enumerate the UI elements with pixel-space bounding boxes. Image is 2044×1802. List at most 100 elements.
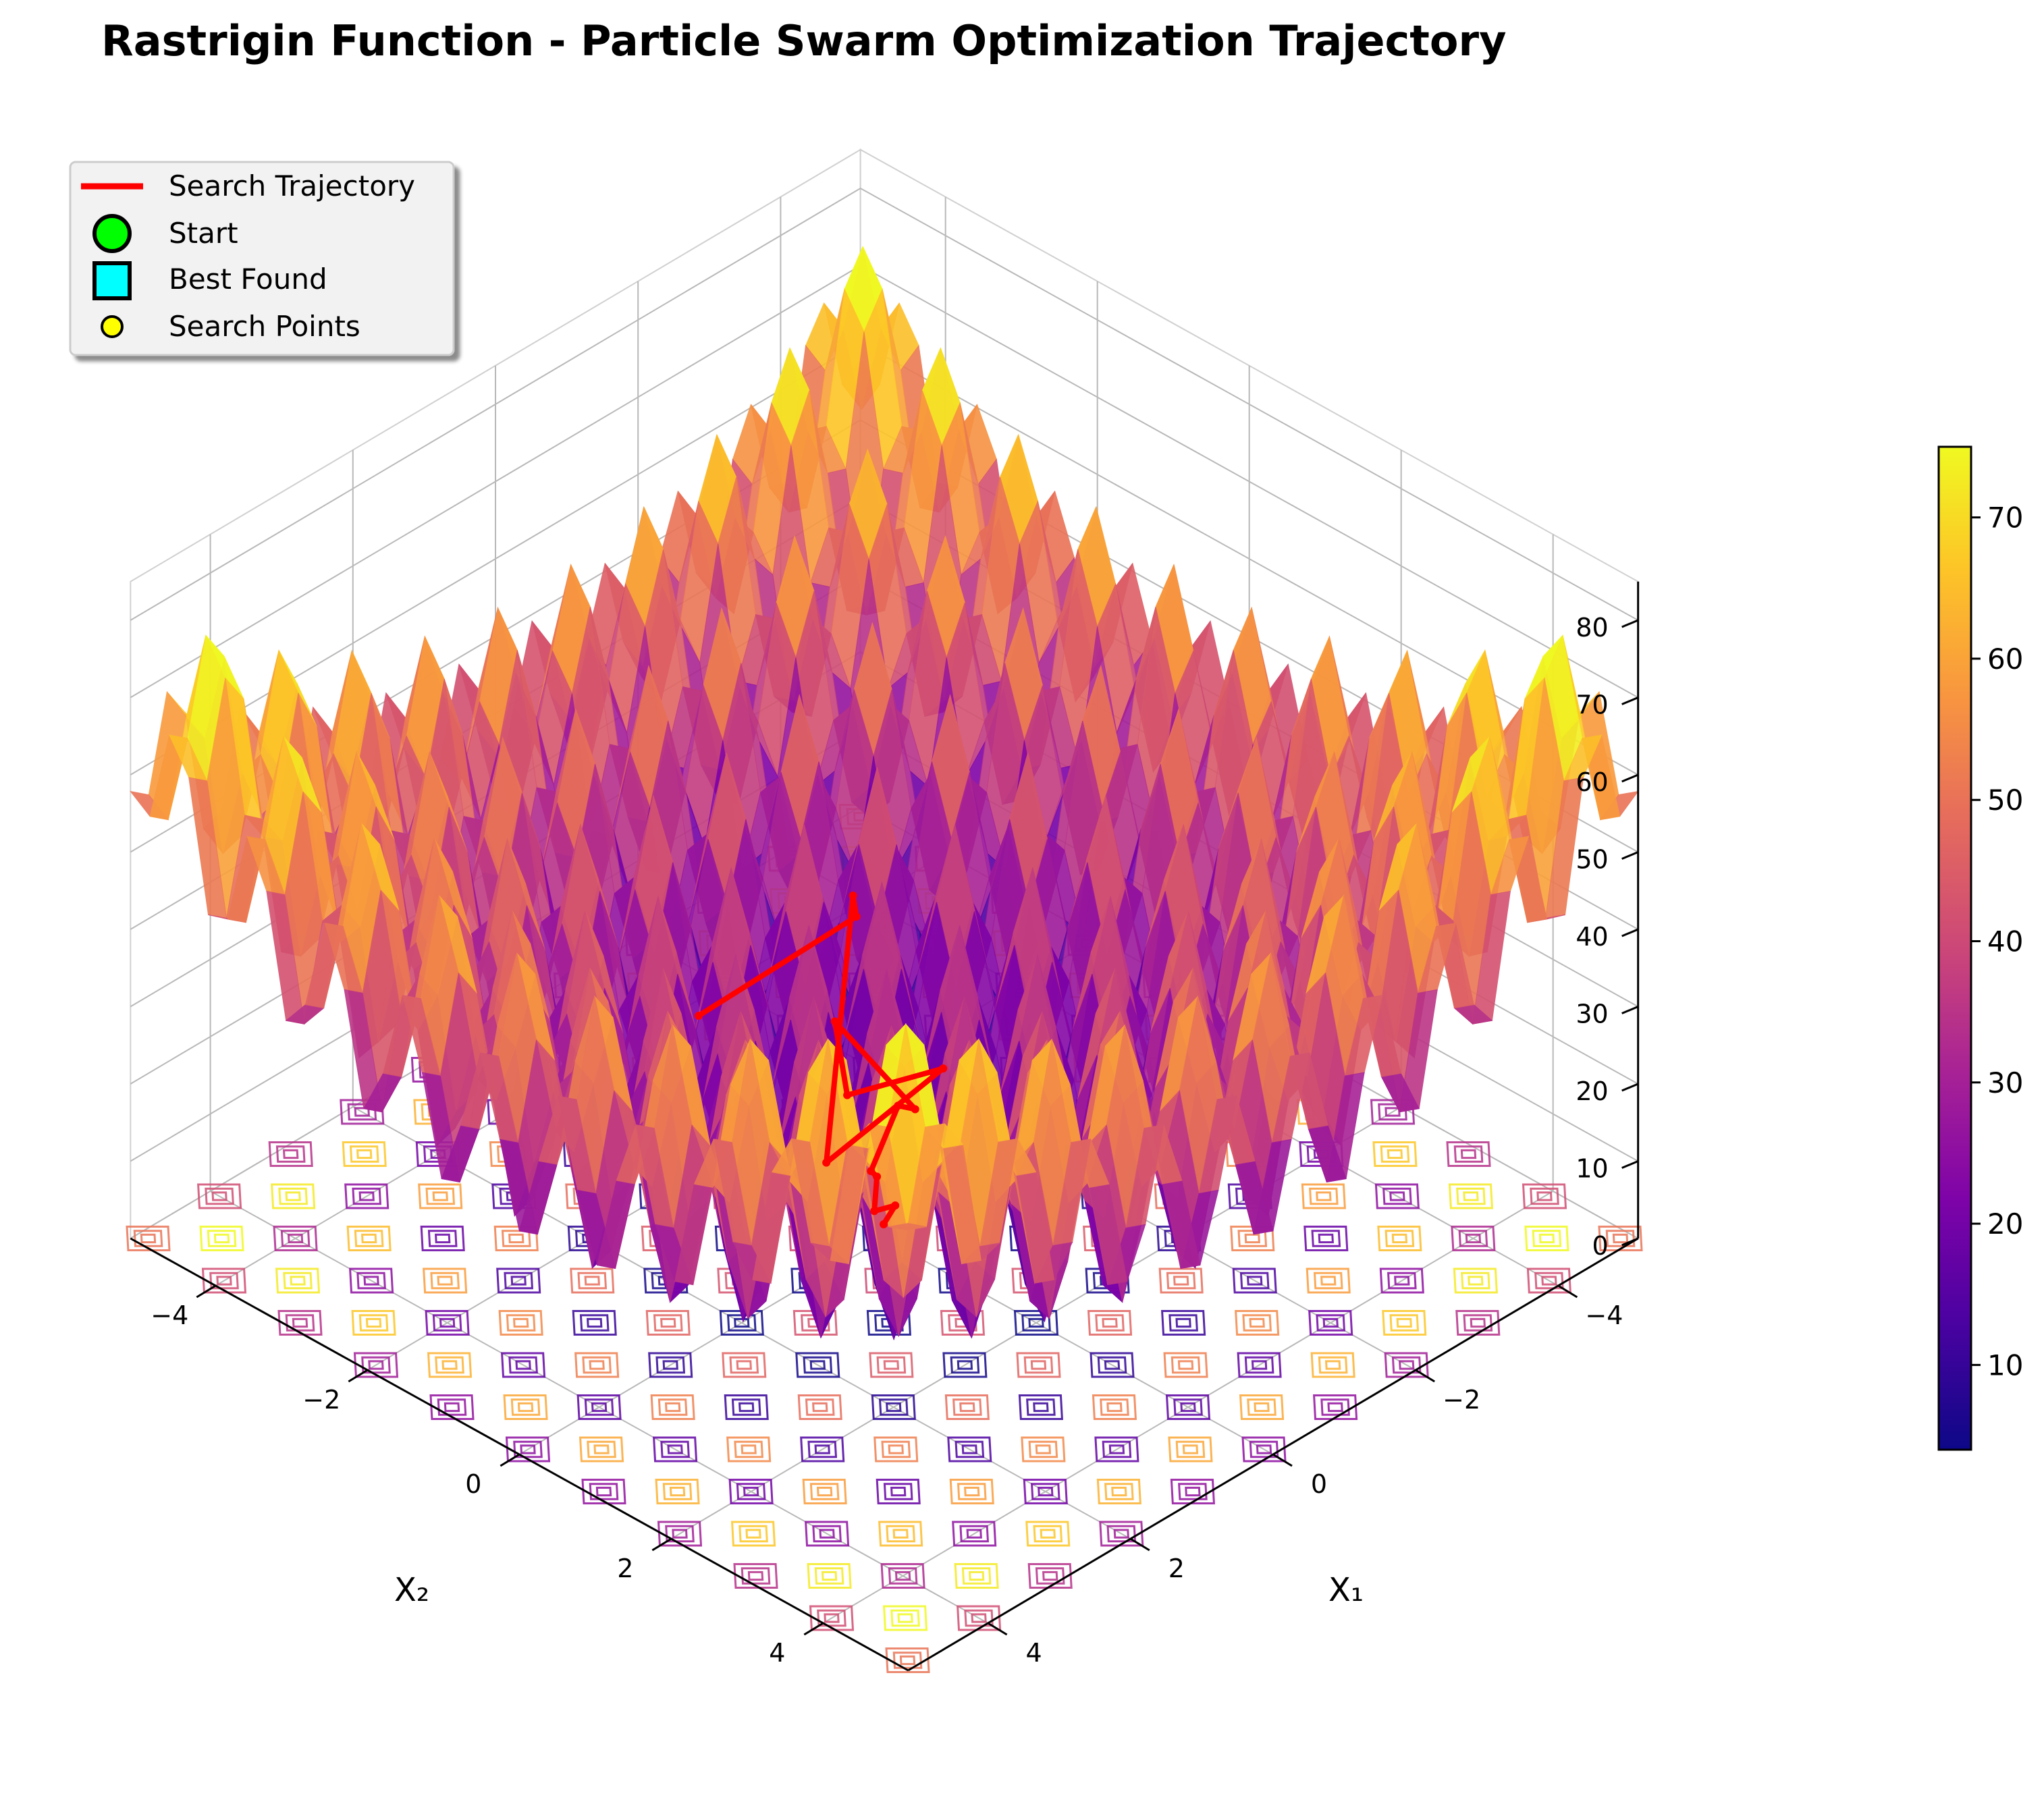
z-tick-mark [1621, 928, 1639, 937]
contour-ring [1446, 1141, 1491, 1167]
contour-ring [741, 1567, 771, 1585]
z-tick-label: 70 [1576, 690, 1608, 720]
contour-ring [439, 1317, 456, 1328]
contour-ring [1104, 1483, 1134, 1500]
contour-ring [738, 1525, 768, 1543]
contour-ring [1239, 1272, 1270, 1290]
legend-label-points: Search Points [169, 310, 360, 343]
contour-ring [968, 1571, 985, 1581]
contour-ring [346, 1226, 392, 1251]
contour-ring [665, 1525, 695, 1543]
contour-ring [667, 1444, 683, 1454]
contour-ring [1028, 1317, 1044, 1328]
contour-ring [1100, 1398, 1129, 1416]
contour-ring [821, 1571, 838, 1581]
contour-ring [1389, 1191, 1405, 1201]
surface-plot [130, 246, 1639, 1341]
colorbar-tick-label: 50 [1987, 784, 2023, 817]
contour-ring [418, 1183, 463, 1209]
z-tick-mark [1621, 697, 1639, 705]
search-trajectory [694, 892, 948, 1228]
x-tick-label: −4 [1585, 1301, 1623, 1330]
contour-ring [738, 1402, 755, 1413]
z-tick-label: 30 [1576, 1000, 1608, 1029]
contour-ring [1384, 1352, 1429, 1378]
contour-ring [579, 1314, 610, 1332]
contour-ring [1175, 1440, 1206, 1458]
search-point [880, 1220, 888, 1228]
contour-ring [140, 1233, 157, 1244]
contour-ring [277, 1310, 323, 1336]
contour-ring [1090, 1352, 1135, 1378]
contour-ring [812, 1525, 842, 1543]
grid-line [352, 1106, 1131, 1539]
contour-ring [1035, 1444, 1052, 1454]
contour-ring [817, 1609, 846, 1627]
contour-ring [1095, 1314, 1125, 1332]
contour-ring [1235, 1310, 1280, 1336]
contour-ring [589, 1483, 619, 1500]
z-tick-label: 20 [1576, 1076, 1608, 1106]
x-tick-mark [987, 1622, 1008, 1636]
contour-ring [280, 1230, 311, 1247]
contour-ring [1320, 1276, 1337, 1286]
contour-ring [1025, 1521, 1071, 1547]
contour-ring [966, 1529, 982, 1539]
contour-ring [724, 1394, 769, 1420]
contour-ring [1310, 1352, 1355, 1378]
contour-ring [427, 1230, 458, 1247]
contour-ring [971, 1613, 987, 1623]
contour-ring [133, 1230, 163, 1247]
contour-ring [420, 1226, 465, 1251]
contour-ring [736, 1483, 766, 1500]
search-point [891, 1201, 900, 1210]
contour-ring [1306, 1267, 1351, 1294]
trajectory-line [697, 893, 946, 1226]
contour-ring [745, 1529, 761, 1539]
contour-ring [1530, 1187, 1559, 1205]
contour-ring [807, 1563, 852, 1589]
contour-ring [1168, 1436, 1213, 1463]
contour-ring [1322, 1317, 1339, 1328]
contour-ring [443, 1402, 460, 1413]
contour-ring [1237, 1352, 1282, 1378]
contour-ring [1468, 1276, 1484, 1286]
grid-line [822, 1191, 1554, 1624]
contour-ring [944, 1394, 990, 1420]
contour-ring [1396, 1317, 1412, 1328]
colorbar-bar [1937, 445, 1972, 1451]
contour-ring [1247, 1398, 1276, 1416]
contour-ring [1465, 1233, 1482, 1244]
z-tick-mark [1621, 773, 1639, 783]
contour-ring [290, 1276, 306, 1286]
contour-ring [510, 1398, 541, 1416]
contour-ring [880, 1563, 925, 1589]
contour-ring [947, 1436, 992, 1463]
contour-ring [216, 1276, 232, 1286]
grid-line [210, 1191, 989, 1624]
contour-ring [1541, 1276, 1557, 1286]
x-tick-mark [1130, 1537, 1150, 1552]
contour-ring [734, 1440, 763, 1458]
contour-ring [1598, 1226, 1643, 1251]
contour-ring [954, 1563, 999, 1589]
y-tick-label: 4 [769, 1638, 785, 1668]
contour-ring [961, 1444, 978, 1454]
contour-ring [1316, 1191, 1332, 1201]
contour-ring [508, 1233, 525, 1244]
contour-ring [1016, 1352, 1061, 1378]
z-tick-mark [1621, 1083, 1639, 1092]
contour-ring [871, 1394, 916, 1420]
contour-ring [1461, 1272, 1490, 1290]
contour-ring [126, 1226, 171, 1251]
contour-ring [1102, 1440, 1132, 1458]
colorbar-tick-label: 20 [1987, 1207, 2023, 1240]
contour-ring [660, 1317, 676, 1328]
contour-ring [498, 1310, 543, 1336]
contour-ring [570, 1267, 615, 1294]
contour-ring [1256, 1444, 1272, 1454]
contour-ring [952, 1521, 997, 1547]
contour-ring [429, 1394, 475, 1420]
contour-ring [1171, 1356, 1201, 1374]
x-tick-mark [1272, 1453, 1293, 1467]
